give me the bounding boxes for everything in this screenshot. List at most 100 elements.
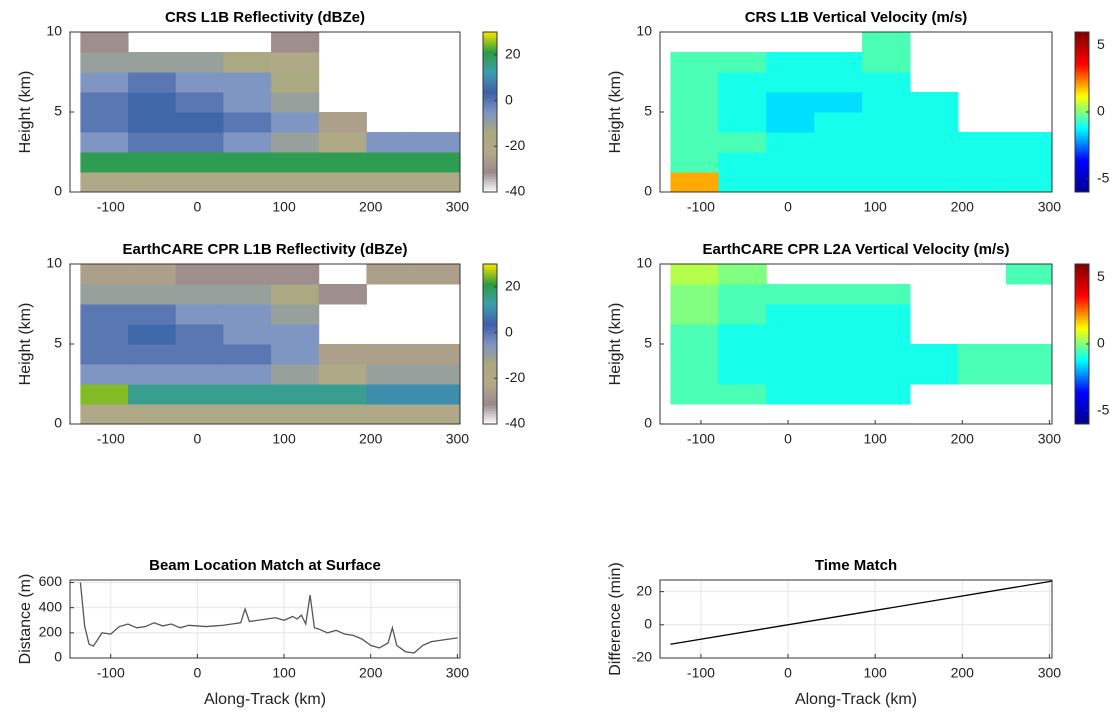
heatmap-cell bbox=[957, 152, 1007, 173]
colorbar-swatch bbox=[1075, 141, 1089, 145]
heatmap-cell bbox=[175, 152, 224, 173]
heatmap-cell bbox=[957, 344, 1007, 365]
colorbar-swatch bbox=[1075, 186, 1089, 190]
heatmap-cell bbox=[1005, 364, 1053, 385]
colorbar-swatch bbox=[483, 349, 497, 353]
heatmap-cell bbox=[957, 132, 1007, 153]
colorbar-swatch bbox=[483, 136, 497, 140]
heatmap-cell bbox=[670, 284, 719, 305]
heatmap-cell bbox=[223, 324, 272, 345]
colorbar-swatch bbox=[483, 82, 497, 86]
colorbar-swatch bbox=[1075, 128, 1089, 132]
colorbar-swatch bbox=[483, 408, 497, 412]
x-tick-label: -100 bbox=[687, 199, 715, 215]
colorbar-swatch bbox=[1075, 397, 1089, 401]
heatmap-cell bbox=[80, 284, 129, 305]
colorbar-swatch bbox=[1075, 160, 1089, 164]
colorbar-frame bbox=[482, 263, 498, 425]
colorbar-swatch bbox=[1075, 170, 1089, 174]
colorbar-swatch bbox=[483, 162, 497, 166]
x-tick-label: 200 bbox=[951, 199, 975, 215]
heatmap-cell bbox=[175, 324, 224, 345]
heatmap-cell bbox=[175, 172, 224, 193]
heatmap-cell bbox=[366, 364, 415, 385]
colorbar-swatch bbox=[1075, 176, 1089, 180]
colorbar-swatch bbox=[483, 298, 497, 302]
colorbar-swatch bbox=[1075, 341, 1089, 345]
colorbar-swatch bbox=[483, 394, 497, 398]
heatmap-cell bbox=[718, 324, 767, 345]
colorbar-swatch bbox=[483, 122, 497, 126]
heatmap-cell bbox=[366, 172, 415, 193]
y-tick-label: 0 bbox=[54, 183, 62, 199]
heatmap-cell bbox=[1005, 132, 1053, 153]
colorbar-swatch bbox=[483, 309, 497, 313]
x-tick-label: 300 bbox=[1038, 199, 1062, 215]
colorbar-swatch bbox=[483, 165, 497, 169]
heatmap-cell bbox=[718, 284, 767, 305]
colorbar-swatch bbox=[483, 413, 497, 417]
panel-title: Beam Location Match at Surface bbox=[149, 557, 381, 574]
colorbar-swatch bbox=[1075, 112, 1089, 116]
colorbar-swatch bbox=[483, 320, 497, 324]
colorbar-swatch bbox=[483, 421, 497, 425]
heatmap-cell bbox=[271, 92, 320, 113]
heatmap-cell bbox=[80, 264, 129, 285]
colorbar-swatch bbox=[1075, 373, 1089, 377]
colorbar-swatch bbox=[483, 338, 497, 342]
colorbar-swatch bbox=[483, 346, 497, 350]
y-axis-label: Difference (min) bbox=[607, 562, 624, 676]
colorbar-swatch bbox=[483, 42, 497, 46]
colorbar-swatch bbox=[1075, 290, 1089, 294]
heatmap-cell bbox=[670, 72, 719, 93]
colorbar-swatch bbox=[483, 378, 497, 382]
colorbar-swatch bbox=[483, 189, 497, 193]
heatmap-cell bbox=[766, 364, 815, 385]
colorbar-swatch bbox=[483, 34, 497, 38]
colorbar-swatch bbox=[483, 88, 497, 92]
heatmap-cell bbox=[414, 364, 461, 385]
heatmap-cell bbox=[862, 32, 911, 53]
colorbar-swatch bbox=[1075, 274, 1089, 278]
colorbar-tick-label: -40 bbox=[505, 415, 525, 431]
colorbar-swatch bbox=[1075, 114, 1089, 118]
heatmap-cell bbox=[670, 132, 719, 153]
heatmap-cell bbox=[814, 92, 863, 113]
x-tick-label: -100 bbox=[97, 199, 125, 215]
heatmap-cell bbox=[1005, 152, 1053, 173]
x-tick-label: -100 bbox=[97, 665, 125, 681]
colorbar-tick-label: -5 bbox=[1097, 401, 1110, 417]
colorbar-swatch bbox=[1075, 298, 1089, 302]
colorbar-swatch bbox=[1075, 266, 1089, 270]
heatmap-cell bbox=[718, 152, 767, 173]
colorbar-swatch bbox=[483, 120, 497, 124]
colorbar-swatch bbox=[483, 325, 497, 329]
plot-frame bbox=[69, 31, 461, 193]
heatmap-cell bbox=[318, 172, 367, 193]
colorbar-tick-label: 0 bbox=[1097, 103, 1105, 119]
colorbar-swatch bbox=[1075, 173, 1089, 177]
colorbar-swatch bbox=[483, 352, 497, 356]
colorbar-swatch bbox=[1075, 138, 1089, 142]
colorbar-swatch bbox=[1075, 402, 1089, 406]
heatmap-cell bbox=[957, 364, 1007, 385]
colorbar-swatch bbox=[1075, 365, 1089, 369]
heatmap-cell bbox=[862, 112, 911, 133]
colorbar-swatch bbox=[483, 290, 497, 294]
colorbar-frame bbox=[482, 31, 498, 193]
heatmap-cell bbox=[128, 384, 177, 405]
colorbar-swatch bbox=[483, 160, 497, 164]
colorbar-tick-label: 0 bbox=[1097, 335, 1105, 351]
heatmap-cell bbox=[223, 112, 272, 133]
colorbar-swatch bbox=[1075, 346, 1089, 350]
heatmap-cell bbox=[223, 344, 272, 365]
colorbar-swatch bbox=[1075, 362, 1089, 366]
heatmap-cell bbox=[223, 304, 272, 325]
colorbar-swatch bbox=[1075, 421, 1089, 425]
colorbar-swatch bbox=[1075, 277, 1089, 281]
colorbar-swatch bbox=[1075, 181, 1089, 185]
colorbar-swatch bbox=[1075, 77, 1089, 81]
heatmap-cell bbox=[223, 264, 272, 285]
colorbar-swatch bbox=[1075, 413, 1089, 417]
data-line bbox=[670, 580, 1053, 645]
